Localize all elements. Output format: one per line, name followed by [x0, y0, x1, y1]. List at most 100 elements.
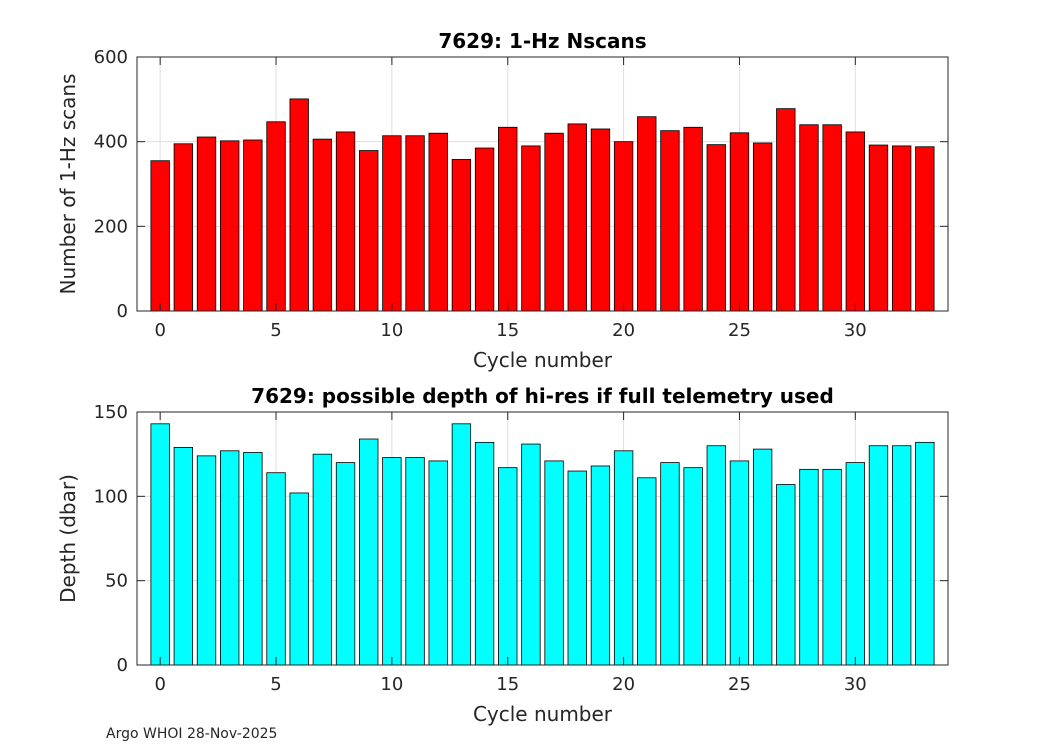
x-tick-label: 5 [270, 320, 281, 341]
x-tick-label: 0 [154, 674, 165, 695]
bar [752, 448, 773, 666]
chart-nscans: 0 5 10 15 20 25 30 0 200 400 600 7629: 1-Hz Nscans C… [56, 29, 949, 372]
bar [544, 132, 564, 312]
bar [150, 423, 170, 666]
bar [637, 116, 657, 312]
x-tick-label: 30 [844, 320, 867, 341]
y-tick-label: 50 [105, 571, 128, 592]
x-tick-label: 5 [270, 674, 281, 695]
bar [382, 135, 402, 312]
bar [335, 462, 356, 666]
bar [752, 142, 773, 312]
bar [891, 445, 912, 666]
bar [243, 139, 263, 312]
bar [196, 455, 217, 666]
y-tick-label: 400 [94, 132, 128, 153]
bar [868, 144, 889, 312]
bar [915, 146, 935, 312]
x-tick-label: 15 [496, 674, 519, 695]
bar [359, 150, 379, 312]
bar [567, 470, 587, 666]
bar [405, 457, 425, 666]
bar [706, 144, 726, 312]
bar [521, 145, 541, 312]
bar [428, 132, 448, 312]
bar [150, 160, 170, 312]
chart-depth: 0 5 10 15 20 25 30 0 50 100 150 7629: possible dept… [56, 384, 949, 726]
bar [173, 447, 194, 666]
y-tick-label: 600 [94, 47, 128, 68]
x-tick-label: 30 [844, 674, 867, 695]
bar [613, 450, 634, 666]
bar [474, 441, 495, 666]
bar [266, 121, 286, 312]
bar [868, 445, 889, 666]
bar [359, 438, 379, 666]
bar [776, 108, 796, 312]
footer-credit: Argo WHOI 28-Nov-2025 [106, 726, 278, 742]
bar [243, 452, 263, 666]
axes-box [136, 411, 949, 666]
bar [683, 467, 703, 666]
bar [498, 126, 518, 312]
bar [266, 472, 286, 666]
bar [220, 140, 240, 312]
bar [891, 145, 912, 312]
bar [220, 450, 240, 666]
bar [312, 138, 333, 312]
y-tick-label: 100 [94, 486, 128, 507]
axes-box [136, 56, 949, 312]
bar [613, 141, 634, 312]
bar [312, 453, 333, 666]
bar [567, 123, 587, 312]
bar [776, 484, 796, 666]
x-tick-label: 20 [612, 674, 635, 695]
x-axis-label: Cycle number [473, 348, 613, 372]
x-tick-label: 10 [380, 320, 403, 341]
y-tick-label: 0 [117, 301, 128, 322]
bar [335, 131, 356, 312]
bar [683, 126, 703, 312]
chart-title: 7629: 1-Hz Nscans [438, 29, 646, 53]
bar [660, 130, 680, 312]
x-tick-label: 0 [154, 320, 165, 341]
chart-title: 7629: possible depth of hi-res if full t… [251, 384, 834, 408]
bar [521, 443, 541, 666]
bar [590, 465, 611, 666]
bar [173, 143, 194, 312]
bar [590, 128, 611, 312]
bar [451, 159, 472, 312]
bar [382, 457, 402, 666]
bar [498, 467, 518, 666]
bar [544, 460, 564, 666]
y-tick-label: 200 [94, 216, 128, 237]
y-axis-label: Number of 1-Hz scans [56, 74, 80, 295]
y-tick-label: 0 [117, 655, 128, 676]
bar [474, 147, 495, 312]
bar [289, 492, 309, 666]
bar [845, 131, 865, 312]
bar [405, 135, 425, 312]
bar [428, 460, 448, 666]
bar [289, 98, 309, 312]
bar [729, 460, 750, 666]
x-tick-label: 15 [496, 320, 519, 341]
y-axis-label: Depth (dbar) [56, 474, 80, 603]
x-tick-label: 20 [612, 320, 635, 341]
x-tick-label: 25 [728, 674, 751, 695]
bar [660, 462, 680, 666]
bar [706, 445, 726, 666]
bar [822, 124, 842, 312]
y-tick-label: 150 [94, 402, 128, 423]
bar [451, 423, 472, 666]
bar [799, 468, 819, 666]
bar [845, 462, 865, 666]
x-tick-label: 10 [380, 674, 403, 695]
x-tick-label: 25 [728, 320, 751, 341]
bar [822, 468, 842, 666]
x-axis-label: Cycle number [473, 702, 613, 726]
bar [729, 132, 750, 312]
bar [196, 136, 217, 312]
bar [637, 477, 657, 666]
